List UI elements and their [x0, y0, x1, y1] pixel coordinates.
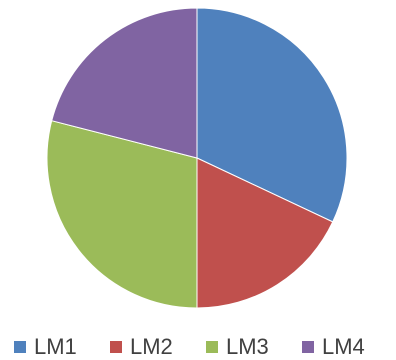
- legend-label: LM4: [322, 334, 365, 359]
- pie-slice: [196, 7, 348, 223]
- pie-slice: [196, 157, 334, 309]
- pie-slice: [46, 120, 198, 309]
- legend-label: LM1: [34, 334, 77, 359]
- legend-swatch: [110, 341, 122, 353]
- pie-slice: [51, 7, 198, 159]
- legend-label: LM3: [226, 334, 269, 359]
- legend-swatch: [206, 341, 218, 353]
- legend-swatch: [14, 341, 26, 353]
- legend-label: LM2: [130, 334, 173, 359]
- legend-swatch: [302, 341, 314, 353]
